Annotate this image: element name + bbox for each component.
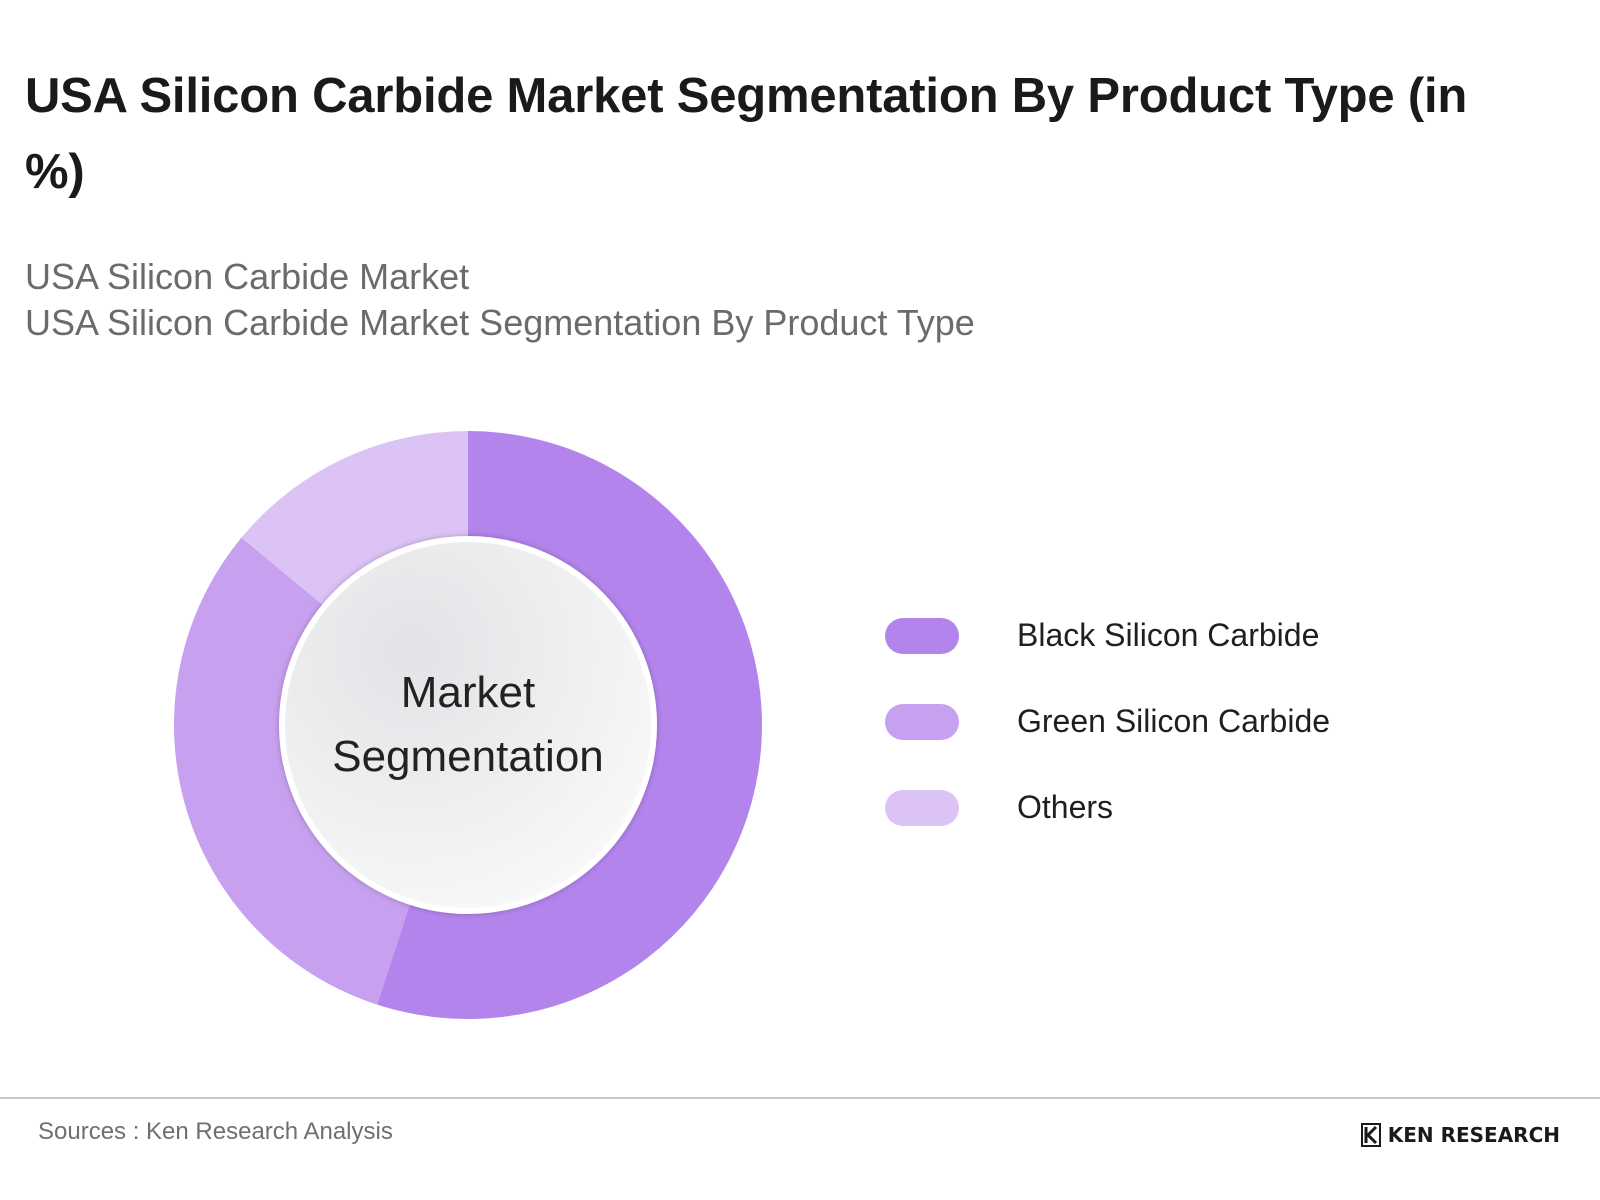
legend-swatch xyxy=(885,704,959,740)
brand-name: KEN RESEARCH xyxy=(1387,1123,1560,1147)
source-note: Sources : Ken Research Analysis xyxy=(38,1118,393,1145)
footer-divider xyxy=(0,1097,1600,1099)
brand-logo: KEN RESEARCH xyxy=(1360,1120,1560,1150)
legend-label: Green Silicon Carbide xyxy=(1017,703,1331,739)
legend-swatch xyxy=(885,618,959,654)
donut-slice-black-silicon-carbide xyxy=(377,431,763,1019)
donut-center-disc xyxy=(279,536,657,914)
legend-swatch xyxy=(885,790,959,826)
center-label-line-1: Market xyxy=(400,668,536,717)
ken-research-logo-icon xyxy=(1360,1123,1381,1147)
subtitle-line-1: USA Silicon Carbide Market xyxy=(25,256,470,297)
legend-label: Black Silicon Carbide xyxy=(1017,617,1320,653)
donut-slice-green-silicon-carbide xyxy=(173,537,412,1005)
chart-subtitle: USA Silicon Carbide Market USA Silicon C… xyxy=(25,254,975,346)
donut-center-label: Market Segmentation xyxy=(280,537,656,913)
subtitle-line-2: USA Silicon Carbide Market Segmentation … xyxy=(25,302,975,343)
chart-title: USA Silicon Carbide Market Segmentation … xyxy=(25,69,1468,199)
donut-slice-others xyxy=(241,431,468,608)
legend-label: Others xyxy=(1017,789,1114,825)
center-label-line-2: Segmentation xyxy=(332,732,604,781)
donut-slices xyxy=(173,431,763,1019)
